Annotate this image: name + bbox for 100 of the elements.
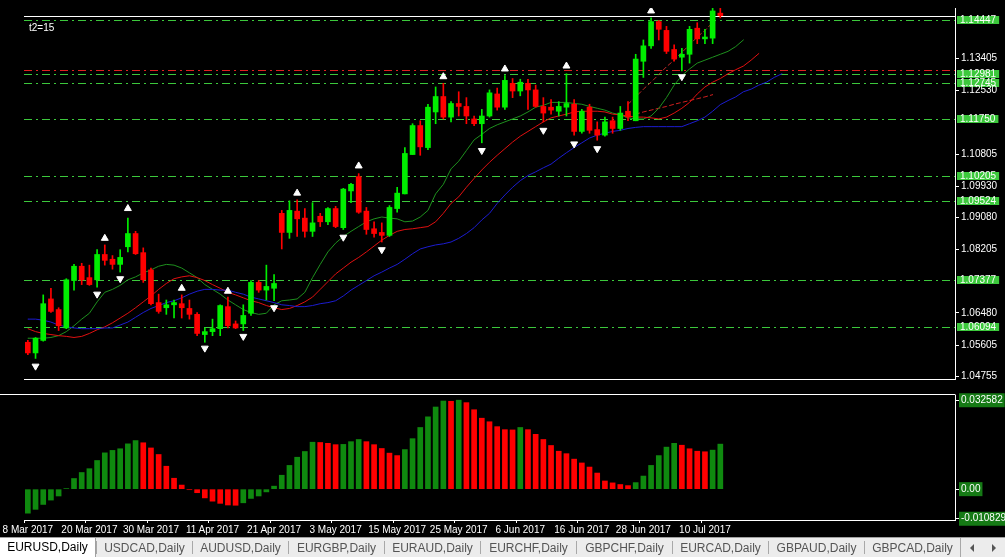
- bar: [255, 489, 262, 497]
- bar: [317, 442, 324, 489]
- x-tick-label: 3 May 2017: [309, 523, 363, 535]
- text: USDCAD,Daily: [96, 540, 192, 555]
- ref-line-label: 1.07377: [960, 274, 997, 286]
- point: [239, 333, 248, 341]
- bar: [478, 417, 485, 489]
- x-tick-label: 25 May 2017: [429, 523, 489, 535]
- bar: [178, 484, 185, 489]
- bar: [117, 448, 124, 489]
- point: [339, 234, 348, 242]
- bar: [201, 489, 208, 499]
- point: [500, 64, 509, 72]
- bar: [548, 445, 554, 489]
- bar: [579, 462, 585, 489]
- bar: [378, 448, 385, 489]
- x-tick-label: 6 Jun 2017: [495, 523, 546, 535]
- bar: [448, 400, 454, 489]
- point: [31, 363, 40, 371]
- annotation: t2=15: [29, 21, 55, 33]
- bar: [371, 444, 377, 489]
- point: [200, 345, 209, 353]
- bar: [71, 478, 77, 489]
- point: [570, 141, 579, 149]
- y-tick-label: 1.12530: [961, 84, 998, 96]
- point: [677, 74, 686, 82]
- bar: [494, 426, 501, 489]
- x-tick-label: 8 Mar 2017: [2, 523, 54, 535]
- bar: [125, 443, 131, 489]
- text: EURGBP,Daily: [288, 540, 384, 555]
- text: GBPAUD,Daily: [768, 540, 864, 555]
- bar: [455, 399, 462, 489]
- y-tick-label: 1.05605: [961, 338, 998, 350]
- x-tick-label: 20 Mar 2017: [61, 523, 118, 535]
- x-tick-label: 30 Mar 2017: [122, 523, 180, 535]
- point: [377, 247, 386, 255]
- x-tick-label: 16 Jun 2017: [554, 523, 610, 535]
- ref-line-label: 1.09524: [960, 195, 997, 207]
- y-tick-label: 0.00: [961, 482, 981, 494]
- bar: [25, 489, 31, 514]
- point: [562, 61, 571, 69]
- bar: [571, 458, 577, 489]
- point: [293, 188, 302, 196]
- point: [593, 146, 602, 154]
- text: EURUSD,Daily: [0, 537, 96, 557]
- point: [354, 161, 363, 169]
- y-tick-label: 1.04755: [961, 370, 998, 381]
- bar: [671, 442, 677, 489]
- y-tick-label: 0.032582: [961, 393, 1004, 405]
- bar: [325, 442, 331, 489]
- point: [270, 305, 279, 313]
- bar: [340, 444, 347, 489]
- bar: [225, 489, 231, 506]
- bar: [217, 489, 224, 504]
- y-tick-label: 1.13405: [961, 52, 998, 64]
- x-tick-label: 28 Jun 2017: [615, 523, 672, 535]
- bar: [101, 452, 108, 489]
- bar: [194, 489, 200, 494]
- ref-line-label: 1.11750: [960, 113, 996, 125]
- bar: [263, 489, 270, 493]
- point: [100, 233, 109, 241]
- bar: [502, 429, 508, 489]
- point: [439, 72, 448, 80]
- bar: [632, 482, 639, 489]
- bar: [555, 450, 562, 489]
- point: [116, 276, 125, 284]
- x-tick-label: 15 May 2017: [368, 523, 427, 535]
- text: GBPCAD,Daily: [864, 540, 960, 555]
- y-tick-label: 1.09080: [961, 211, 998, 223]
- bar: [471, 409, 477, 489]
- bar: [648, 465, 654, 489]
- ref-line-label: 1.10205: [960, 170, 997, 182]
- bar: [355, 439, 362, 489]
- bar: [240, 489, 247, 504]
- text: GBPCHF,Daily: [576, 540, 672, 555]
- bar: [248, 489, 254, 499]
- bar: [602, 480, 608, 489]
- point: [93, 291, 102, 299]
- point: [123, 204, 132, 212]
- bar: [425, 416, 431, 489]
- bar: [702, 451, 708, 489]
- bar: [525, 429, 531, 489]
- ref-line-label: 1.06094: [960, 321, 997, 333]
- y-tick-label: 1.06480: [961, 306, 998, 318]
- bar: [694, 450, 701, 489]
- bar: [278, 474, 285, 489]
- bar: [625, 485, 631, 489]
- x-tick-label: 21 Apr 2017: [247, 523, 302, 535]
- bar: [717, 443, 724, 489]
- y-tick-label: 1.08205: [961, 243, 998, 255]
- bar: [417, 427, 424, 489]
- bar: [655, 455, 662, 489]
- bar: [40, 489, 47, 505]
- text: EURAUD,Daily: [384, 540, 480, 555]
- bar: [140, 442, 147, 489]
- bar: [517, 427, 524, 489]
- y-tick-label: -0.010829: [961, 512, 1005, 524]
- x-tick-label: 10 Jul 2017: [679, 523, 732, 535]
- y-tick-label: 1.10805: [961, 147, 998, 159]
- ref-line-label: 1.12981: [960, 68, 997, 80]
